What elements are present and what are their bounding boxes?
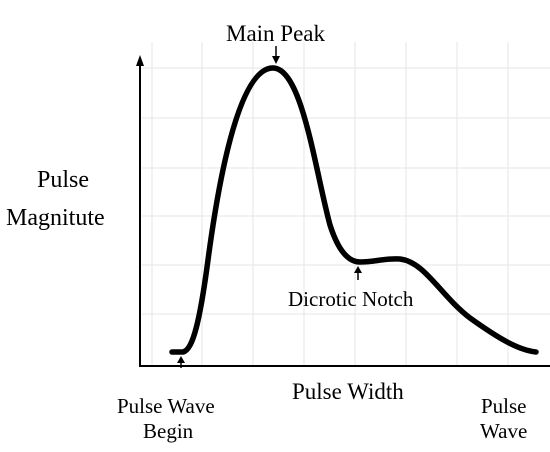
pulse-wave-end-label-line-1: Pulse bbox=[481, 394, 527, 418]
y-axis-arrowhead bbox=[136, 55, 144, 66]
up-arrow-icon bbox=[177, 356, 185, 363]
grid-horizontal-lines bbox=[142, 67, 550, 315]
pulse-wave-curve bbox=[169, 65, 539, 355]
x-axis-label: Pulse Width bbox=[292, 379, 404, 404]
y-axis-label-line-1: Pulse bbox=[37, 167, 90, 193]
axes bbox=[139, 62, 550, 367]
pulse-wave-begin-label-line-2: Begin bbox=[143, 419, 194, 443]
main-peak-label: Main Peak bbox=[226, 21, 326, 46]
pulse-wave-begin-marker bbox=[177, 356, 185, 368]
pulse-wave-end-label-line-2: Wave bbox=[480, 419, 528, 443]
pulse-wave-begin-label-line-1: Pulse Wave bbox=[117, 394, 215, 418]
grid-vertical-lines bbox=[151, 42, 509, 366]
dicrotic-notch-marker bbox=[354, 266, 362, 280]
main-peak-marker bbox=[272, 46, 280, 64]
up-arrow-icon bbox=[354, 266, 362, 273]
dicrotic-notch-label: Dicrotic Notch bbox=[288, 287, 414, 311]
grid bbox=[142, 42, 550, 366]
down-arrow-icon bbox=[272, 56, 280, 64]
y-axis-label-line-2: Magnitute bbox=[6, 205, 105, 231]
